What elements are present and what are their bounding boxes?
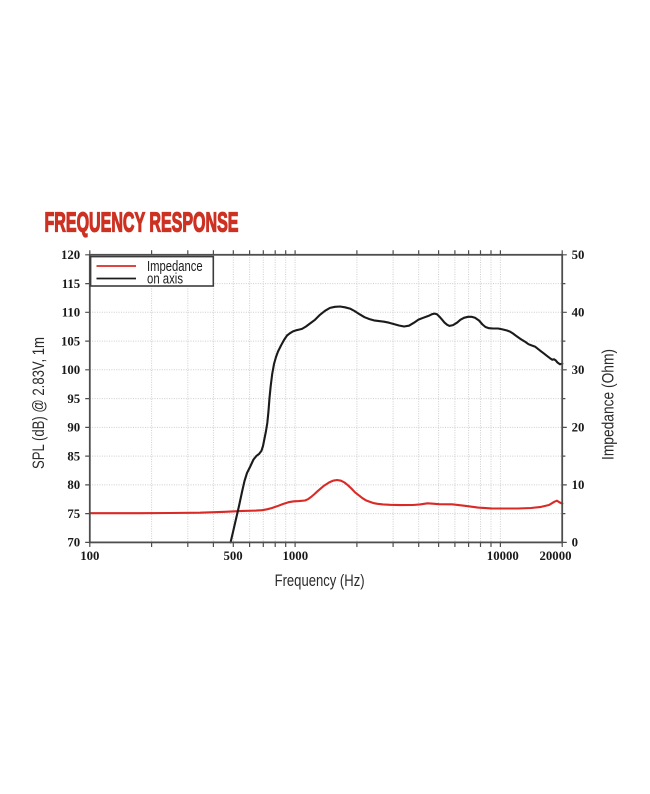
svg-text:90: 90	[67, 421, 80, 435]
svg-text:Impedance: Impedance	[147, 258, 203, 275]
svg-text:95: 95	[67, 392, 80, 406]
svg-text:115: 115	[62, 277, 81, 291]
svg-text:20000: 20000	[540, 549, 572, 563]
svg-text:120: 120	[61, 248, 80, 262]
svg-text:10000: 10000	[487, 549, 519, 563]
svg-text:75: 75	[67, 507, 80, 521]
svg-text:50: 50	[572, 248, 585, 262]
svg-text:105: 105	[61, 334, 80, 348]
svg-text:85: 85	[67, 449, 80, 463]
svg-text:100: 100	[61, 363, 80, 377]
svg-text:Impedance (Ohm): Impedance (Ohm)	[600, 349, 618, 460]
svg-text:20: 20	[572, 421, 585, 435]
svg-text:Frequency (Hz): Frequency (Hz)	[275, 572, 365, 590]
svg-text:10: 10	[572, 478, 585, 492]
svg-text:30: 30	[572, 363, 585, 377]
svg-text:110: 110	[62, 306, 81, 320]
svg-text:on axis: on axis	[147, 271, 183, 288]
svg-text:70: 70	[67, 536, 80, 550]
svg-text:FREQUENCY RESPONSE: FREQUENCY RESPONSE	[45, 207, 239, 238]
svg-text:500: 500	[223, 549, 242, 563]
svg-text:100: 100	[80, 549, 99, 563]
svg-text:SPL (dB) @ 2.83V, 1m: SPL (dB) @ 2.83V, 1m	[30, 337, 48, 469]
svg-text:80: 80	[67, 478, 80, 492]
svg-text:1000: 1000	[283, 549, 309, 563]
svg-text:40: 40	[572, 306, 585, 320]
svg-text:0: 0	[572, 536, 578, 550]
